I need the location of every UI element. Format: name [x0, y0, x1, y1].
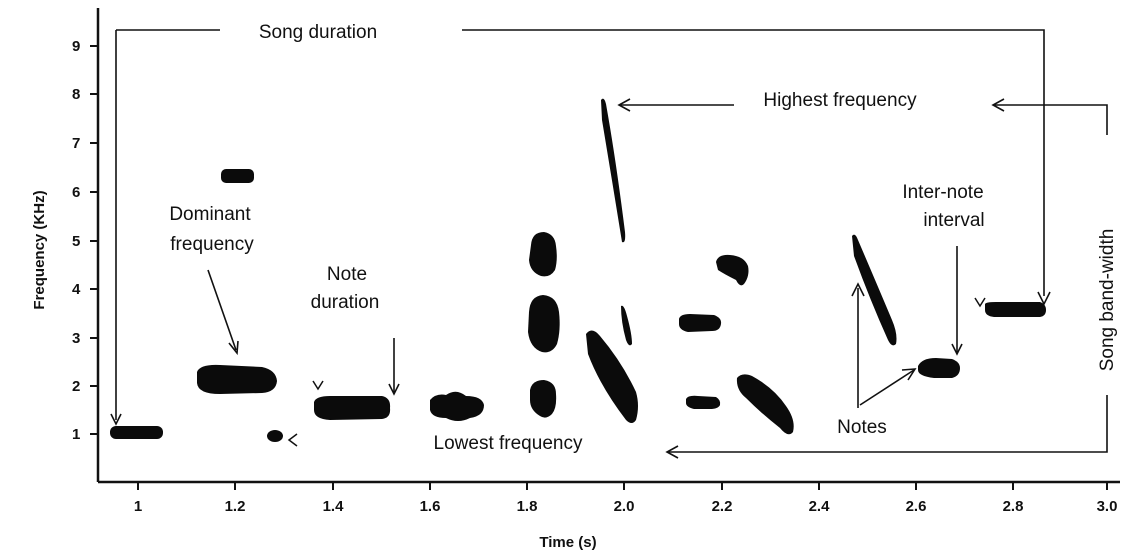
- note-blob: [221, 169, 254, 183]
- note-caret: [974, 297, 986, 308]
- note-duration-label-line2: duration: [311, 292, 380, 313]
- highest-frequency-label: Highest frequency: [763, 90, 917, 111]
- highest-frequency-annotation: Highest frequency: [617, 90, 917, 112]
- x-tick-label: 2.0: [614, 498, 635, 515]
- note-blob: [686, 395, 721, 409]
- song-duration-bracket: Song duration: [110, 22, 1051, 426]
- note-duration-annotation: Note duration: [311, 264, 400, 396]
- x-tick-label: 1.8: [517, 498, 538, 515]
- note-blob: [530, 380, 557, 418]
- note-blob: [197, 364, 277, 394]
- note-blob: [985, 302, 1046, 317]
- arrowhead: [665, 445, 679, 459]
- note-blob: [601, 98, 626, 243]
- inter-note-label-line2: interval: [923, 210, 984, 231]
- arrowhead: [901, 368, 917, 381]
- note-blob: [679, 314, 722, 332]
- note-blob: [586, 330, 638, 423]
- y-tick-label: 8: [72, 86, 80, 103]
- spectrogram-notes: [110, 98, 1046, 442]
- note-blob: [314, 396, 391, 420]
- inter-note-label-line1: Inter-note: [902, 182, 983, 203]
- arrowhead: [851, 282, 865, 297]
- note-blob: [621, 305, 632, 346]
- x-tick-label: 2.4: [809, 498, 831, 515]
- song-bandwidth-annotation: Song band-width: [665, 98, 1118, 459]
- y-tick-label: 7: [72, 135, 80, 152]
- notes-label: Notes: [837, 417, 887, 438]
- x-tick-label: 1: [134, 498, 142, 515]
- arrowhead: [110, 413, 122, 426]
- axes: 1 2 3 4 5 6 7 8 9 1 1.2 1.4: [31, 8, 1120, 551]
- x-tick-label: 2.6: [906, 498, 927, 515]
- song-duration-label: Song duration: [259, 22, 377, 43]
- x-ticks: [137, 482, 1108, 490]
- note-blob: [529, 232, 557, 277]
- y-tick-label: 3: [72, 330, 80, 347]
- arrowhead: [1037, 291, 1051, 306]
- y-ticks: [90, 45, 98, 435]
- lowest-frequency-label: Lowest frequency: [434, 433, 583, 454]
- dot-caret: [287, 433, 298, 447]
- note-blob: [918, 358, 960, 378]
- x-tick-labels: 1 1.2 1.4 1.6 1.8 2.0 2.2 2.4 2.6 2.8 3.…: [134, 498, 1118, 515]
- note-blob: [736, 374, 794, 435]
- x-tick-label: 3.0: [1097, 498, 1118, 515]
- x-tick-label: 2.2: [712, 498, 733, 515]
- note-duration-label-line1: Note: [327, 264, 367, 285]
- dominant-frequency-annotation: Dominant frequency: [169, 204, 254, 356]
- y-tick-labels: 1 2 3 4 5 6 7 8 9: [72, 38, 81, 443]
- x-tick-label: 1.4: [323, 498, 345, 515]
- note-blob: [852, 234, 897, 346]
- y-tick-label: 2: [72, 378, 80, 395]
- note-blob: [267, 430, 283, 442]
- notes-annotation: Notes: [837, 282, 917, 438]
- x-tick-label: 1.2: [225, 498, 246, 515]
- y-tick-label: 4: [72, 281, 81, 298]
- song-bandwidth-label: Song band-width: [1097, 229, 1118, 372]
- y-tick-label: 1: [72, 426, 80, 443]
- x-tick-label: 2.8: [1003, 498, 1024, 515]
- note-blob: [110, 426, 163, 439]
- note-blob: [716, 254, 749, 286]
- note-blob: [430, 391, 484, 421]
- arrowhead: [617, 98, 631, 112]
- x-axis-title: Time (s): [539, 534, 596, 551]
- note-blob: [528, 295, 560, 353]
- y-tick-label: 6: [72, 184, 80, 201]
- arrowhead: [388, 383, 400, 396]
- dominant-frequency-label-line2: frequency: [170, 234, 254, 255]
- inter-note-interval-annotation: Inter-note interval: [902, 182, 986, 356]
- y-tick-label: 5: [72, 233, 80, 250]
- x-tick-label: 1.6: [420, 498, 441, 515]
- y-tick-label: 9: [72, 38, 80, 55]
- arrowhead: [228, 340, 239, 356]
- note-start-caret: [312, 380, 324, 391]
- dominant-frequency-label-line1: Dominant: [169, 204, 251, 225]
- y-axis-title: Frequency (KHz): [31, 190, 48, 309]
- arrowhead: [951, 343, 963, 356]
- arrowhead: [991, 98, 1005, 112]
